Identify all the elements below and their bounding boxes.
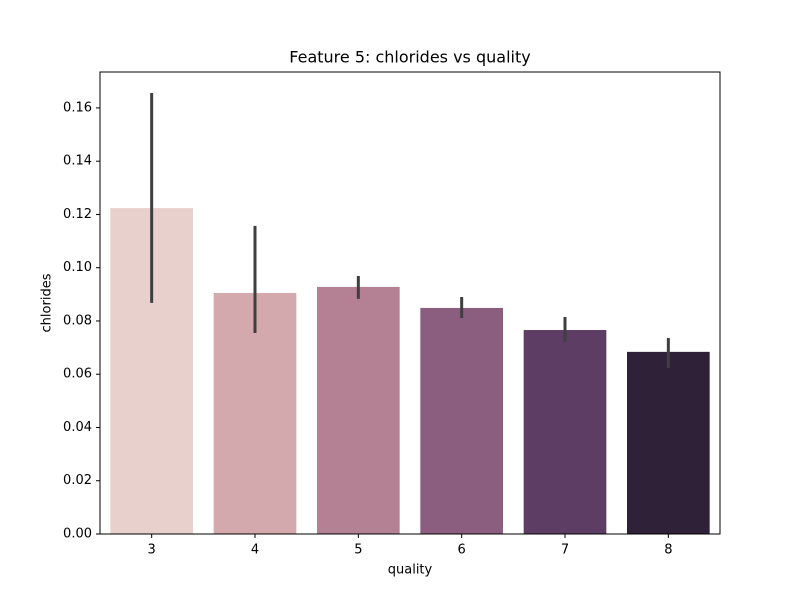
bar [213, 293, 297, 534]
x-tick-label: 7 [561, 543, 569, 558]
bar [627, 351, 710, 534]
y-tick-label: 0.00 [63, 527, 92, 542]
y-axis-label: chlorides [40, 273, 55, 332]
y-tick-label: 0.10 [63, 260, 92, 275]
x-tick-label: 8 [664, 543, 672, 558]
chart-title: Feature 5: chlorides vs quality [289, 48, 530, 67]
bar [523, 330, 607, 534]
y-tick-label: 0.14 [63, 154, 92, 169]
y-tick-label: 0.08 [63, 313, 92, 328]
y-tick-label: 0.04 [63, 420, 92, 435]
y-tick-label: 0.02 [63, 473, 92, 488]
bar [420, 307, 503, 534]
y-tick-label: 0.12 [63, 207, 92, 222]
y-tick-label: 0.16 [63, 100, 92, 115]
x-tick-label: 4 [251, 543, 259, 558]
y-tick-label: 0.06 [63, 367, 92, 382]
plot-frame [99, 71, 721, 535]
bar [317, 286, 400, 534]
x-tick-label: 3 [148, 543, 156, 558]
x-axis-label: quality [388, 563, 433, 578]
x-tick-label: 5 [354, 543, 362, 558]
x-tick-label: 6 [458, 543, 466, 558]
